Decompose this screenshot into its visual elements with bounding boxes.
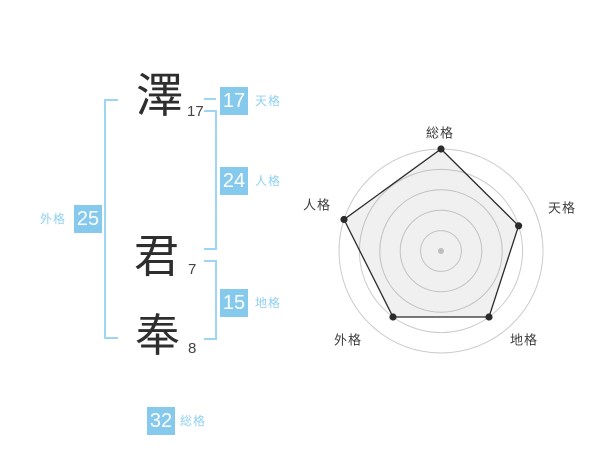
gaikaku-label: 外格 bbox=[40, 212, 67, 226]
soukaku-label: 総格 bbox=[180, 414, 207, 428]
tenkaku-label: 天格 bbox=[255, 94, 282, 108]
jinkaku-label: 人格 bbox=[255, 174, 282, 188]
chikaku-label: 地格 bbox=[255, 296, 282, 310]
jinkaku-bracket bbox=[204, 110, 217, 250]
chikaku-bracket bbox=[204, 260, 217, 340]
tenkaku-badge: 17 bbox=[220, 87, 248, 115]
surname-kanji: 澤 bbox=[136, 69, 183, 122]
gaikaku-bracket bbox=[104, 99, 118, 339]
given-kanji-1-stroke-count: 7 bbox=[188, 261, 197, 278]
radar-axis-label-soukaku: 総格 bbox=[425, 125, 455, 141]
jinkaku-badge: 24 bbox=[220, 167, 248, 195]
radar-axis-label-tenkaku: 天格 bbox=[547, 200, 577, 216]
gaikaku-badge: 25 bbox=[74, 205, 102, 233]
radar-svg bbox=[338, 145, 544, 354]
soukaku-badge: 32 bbox=[147, 407, 175, 435]
radar-axis-label-gaikaku: 外格 bbox=[333, 332, 363, 348]
chikaku-badge: 15 bbox=[220, 289, 248, 317]
given-kanji-2: 奉 bbox=[135, 310, 181, 361]
radar-axis-label-jinkaku: 人格 bbox=[302, 197, 332, 213]
radar-axis-label-chikaku: 地格 bbox=[509, 332, 539, 348]
tenkaku-dash bbox=[204, 98, 216, 100]
given-kanji-2-stroke-count: 8 bbox=[188, 340, 197, 357]
given-kanji-1: 君 bbox=[134, 231, 180, 282]
surname-kanji-stroke-count: 17 bbox=[187, 103, 204, 120]
